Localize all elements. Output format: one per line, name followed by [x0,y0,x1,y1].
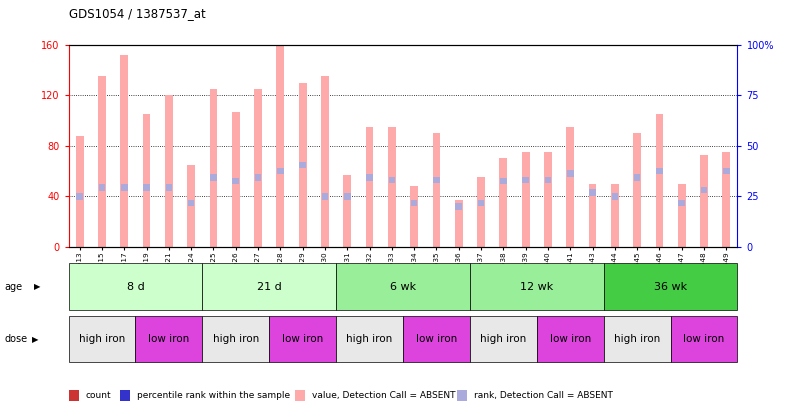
Bar [700,187,708,193]
Bar [336,263,470,310]
Bar [679,200,685,206]
Bar [77,193,83,200]
Bar [433,177,440,183]
Bar [336,316,403,362]
Text: low iron: low iron [550,334,591,344]
Bar [588,184,596,247]
Bar [521,152,530,247]
Bar [671,316,737,362]
Bar [321,76,329,247]
Bar [455,200,463,247]
Bar [470,263,604,310]
Bar [634,174,641,181]
Bar [202,263,336,310]
Bar [343,175,351,247]
Bar [366,127,373,247]
Bar [478,200,484,206]
Bar [255,174,261,181]
Bar [254,89,262,247]
Text: ▶: ▶ [34,282,40,291]
Text: high iron: high iron [480,334,526,344]
Bar [135,316,202,362]
Bar [388,127,396,247]
Bar [188,200,194,206]
Bar [544,152,552,247]
Bar [232,112,239,247]
Bar [69,263,202,310]
Bar [567,171,574,177]
Bar [700,155,708,247]
Bar [589,190,596,196]
Text: ▶: ▶ [32,335,39,344]
Bar [722,152,730,247]
Bar [98,184,106,191]
Bar [678,184,686,247]
Bar [656,168,663,174]
Bar [604,316,671,362]
Text: 8 d: 8 d [127,281,144,292]
Bar [723,168,729,174]
Text: high iron: high iron [213,334,259,344]
Bar [545,177,551,183]
Bar [612,193,618,200]
Bar [120,55,128,247]
Bar [69,316,135,362]
Text: 36 wk: 36 wk [654,281,688,292]
Text: low iron: low iron [148,334,189,344]
Bar [202,316,269,362]
Bar [500,158,507,247]
Bar [210,174,217,181]
Bar [322,193,328,200]
Bar [299,83,306,247]
Bar [232,178,239,184]
Bar [537,316,604,362]
Bar [634,133,641,247]
Bar [567,127,574,247]
Bar [366,174,373,181]
Text: 12 wk: 12 wk [520,281,554,292]
Text: low iron: low iron [416,334,457,344]
Text: GDS1054 / 1387537_at: GDS1054 / 1387537_at [69,7,206,20]
Text: age: age [4,281,22,292]
Bar [500,178,507,184]
Text: 21 d: 21 d [257,281,281,292]
Bar [655,114,663,247]
Text: dose: dose [4,334,27,344]
Text: count: count [85,391,111,400]
Text: percentile rank within the sample: percentile rank within the sample [137,391,289,400]
Text: 6 wk: 6 wk [390,281,416,292]
Text: high iron: high iron [614,334,660,344]
Bar [344,193,351,200]
Bar [611,184,619,247]
Text: low iron: low iron [683,334,725,344]
Bar [604,263,737,310]
Bar [411,200,418,206]
Text: high iron: high iron [347,334,393,344]
Bar [455,203,462,210]
Text: value, Detection Call = ABSENT: value, Detection Call = ABSENT [312,391,455,400]
Bar [76,136,84,247]
Bar [121,184,127,191]
Bar [277,168,284,174]
Text: rank, Detection Call = ABSENT: rank, Detection Call = ABSENT [474,391,613,400]
Bar [522,177,529,183]
Bar [276,45,285,247]
Bar [143,114,151,247]
Bar [269,316,336,362]
Bar [470,316,537,362]
Text: high iron: high iron [79,334,125,344]
Bar [143,184,150,191]
Bar [210,89,218,247]
Bar [165,184,172,191]
Bar [403,316,470,362]
Bar [165,95,172,247]
Bar [299,162,306,168]
Bar [187,165,195,247]
Bar [410,186,418,247]
Bar [98,76,106,247]
Bar [433,133,440,247]
Bar [477,177,485,247]
Bar [388,177,395,183]
Text: low iron: low iron [282,334,323,344]
